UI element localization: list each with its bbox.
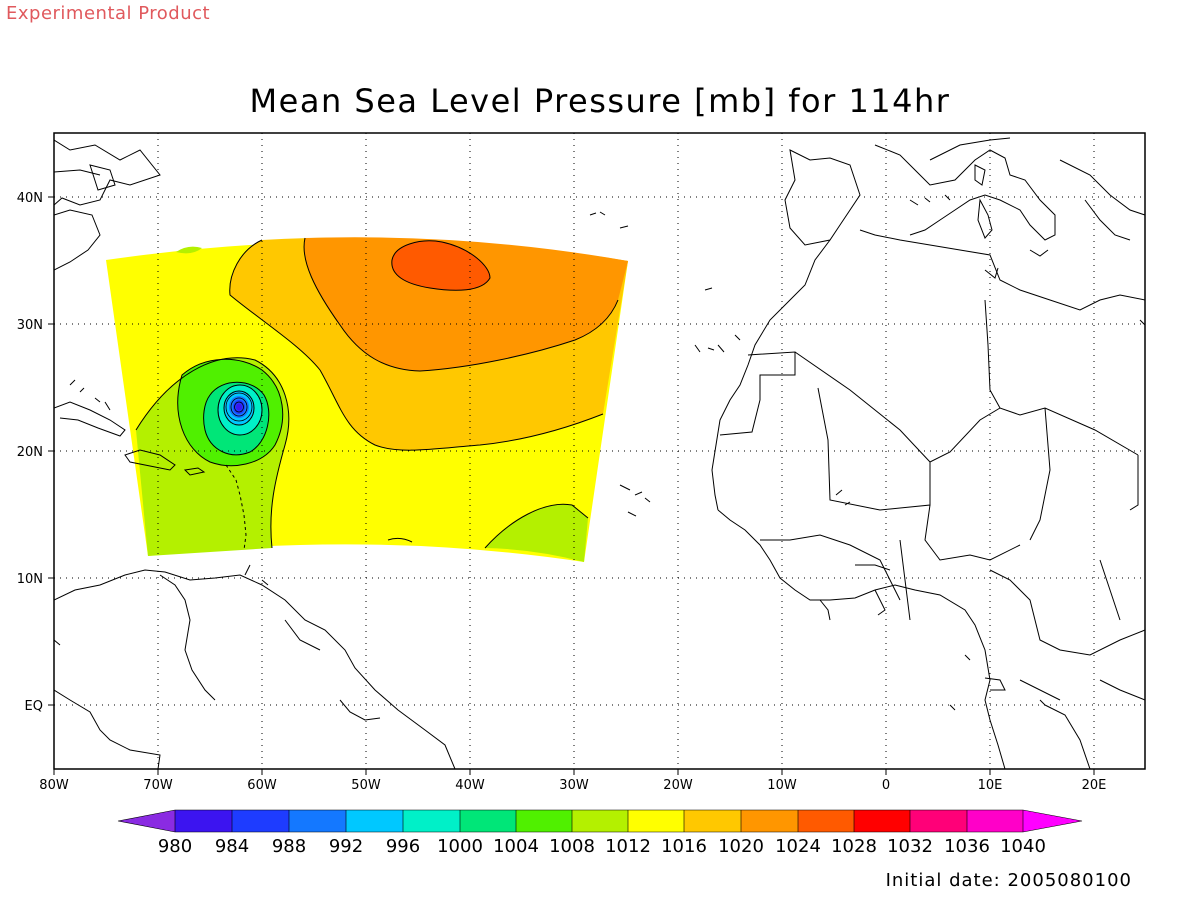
colorbar-level-label: 1004 <box>493 836 539 857</box>
map-field <box>54 137 1145 769</box>
colorbar-swatch <box>289 810 346 832</box>
initial-date-label: Initial date: 2005080100 <box>885 870 1132 891</box>
colorbar-level-label: 980 <box>158 836 192 857</box>
lat-label: EQ <box>25 699 43 714</box>
colorbar-swatch <box>232 810 289 832</box>
field-980-984 <box>236 403 242 411</box>
colorbar-low-arrow <box>118 810 175 832</box>
lat-label: 20N <box>17 445 43 460</box>
colorbar: 980 984 988 992 996 1000 1004 1008 1012 … <box>117 809 1083 857</box>
colorbar-swatch <box>910 810 967 832</box>
colorbar-level-label: 1036 <box>944 836 990 857</box>
field-1008-1012-nw <box>176 246 202 254</box>
colorbar-level-label: 984 <box>215 836 249 857</box>
colorbar-swatch <box>967 810 1023 832</box>
colorbar-swatch <box>572 810 628 832</box>
experimental-product-label: Experimental Product <box>6 3 211 24</box>
lon-label: 50W <box>351 778 381 793</box>
lon-label: 80W <box>39 778 69 793</box>
lat-label: 10N <box>17 572 43 587</box>
colorbar-swatch <box>741 810 798 832</box>
colorbar-level-label: 988 <box>272 836 306 857</box>
colorbar-swatch <box>628 810 684 832</box>
colorbar-swatch <box>684 810 741 832</box>
colorbar-swatch <box>403 810 460 832</box>
colorbar-high-arrow <box>1023 810 1082 832</box>
field-1020-1024 <box>304 237 628 371</box>
map-title: Mean Sea Level Pressure [mb] for 114hr <box>249 82 951 120</box>
colorbar-swatch <box>346 810 403 832</box>
lon-label: 60W <box>247 778 277 793</box>
field-1008-1012-east <box>485 504 588 562</box>
lat-label: 30N <box>17 318 43 333</box>
lon-label: 0 <box>882 778 890 793</box>
field-1024-1028 <box>391 240 490 291</box>
lat-label: 40N <box>17 191 43 206</box>
colorbar-level-label: 996 <box>386 836 420 857</box>
lon-label: 10E <box>978 778 1003 793</box>
colorbar-swatch <box>460 810 516 832</box>
lon-label: 20E <box>1082 778 1107 793</box>
colorbar-swatch <box>798 810 854 832</box>
colorbar-level-label: 1040 <box>1000 836 1046 857</box>
longitude-labels: 80W 70W 60W 50W 40W 30W 20W 10W 0 10E 20… <box>39 778 1106 793</box>
coastlines <box>54 137 1145 769</box>
lon-label: 30W <box>559 778 589 793</box>
colorbar-swatch <box>516 810 572 832</box>
colorbar-level-label: 1012 <box>605 836 651 857</box>
gridlines <box>54 133 1145 769</box>
latitude-labels: 40N 30N 20N 10N EQ <box>17 191 43 714</box>
colorbar-level-label: 1016 <box>661 836 707 857</box>
colorbar-level-label: 1000 <box>437 836 483 857</box>
lon-label: 40W <box>455 778 485 793</box>
colorbar-swatch <box>175 810 232 832</box>
colorbar-swatch <box>854 810 910 832</box>
lon-label: 70W <box>143 778 173 793</box>
colorbar-level-label: 1020 <box>718 836 764 857</box>
colorbar-level-label: 1028 <box>831 836 877 857</box>
lon-label: 10W <box>767 778 797 793</box>
colorbar-level-label: 1008 <box>549 836 595 857</box>
lon-label: 20W <box>663 778 693 793</box>
colorbar-level-label: 1024 <box>775 836 821 857</box>
colorbar-level-label: 992 <box>329 836 363 857</box>
colorbar-level-label: 1032 <box>887 836 933 857</box>
